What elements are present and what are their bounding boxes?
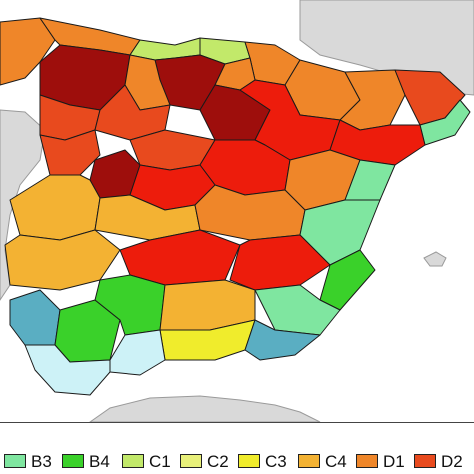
- legend-swatch-d1: [356, 454, 378, 468]
- legend-item-b4: B4: [62, 448, 110, 474]
- legend-item-c1: C1: [122, 448, 171, 474]
- legend-item-c3: C3: [238, 448, 287, 474]
- balearic-island: [423, 251, 447, 267]
- legend-label-c2: C2: [207, 451, 229, 471]
- legend-swatch-c2: [180, 454, 202, 468]
- legend-label-d1: D1: [383, 451, 405, 471]
- legend-swatch-c1: [122, 454, 144, 468]
- legend-label-c4: C4: [325, 451, 347, 471]
- province-albacete: [229, 234, 331, 291]
- legend-swatch-b3: [4, 454, 26, 468]
- province-cadiz: [24, 344, 111, 396]
- legend-swatch-c3: [238, 454, 260, 468]
- province-valladolid: [94, 84, 171, 141]
- province-jaen: [159, 279, 256, 331]
- legend-item-b3: B3: [4, 448, 52, 474]
- legend-item-c2: C2: [180, 448, 229, 474]
- legend-label-b4: B4: [89, 451, 110, 471]
- spain-map: [0, 0, 474, 422]
- province-almeria: [244, 319, 321, 361]
- province-malaga: [109, 329, 166, 376]
- legend-item-d2: D2: [414, 448, 463, 474]
- legend-label-c1: C1: [149, 451, 171, 471]
- morocco-land: [89, 395, 321, 422]
- legend-label-b3: B3: [31, 451, 52, 471]
- legend-swatch-d2: [414, 454, 436, 468]
- province-caceres: [9, 174, 101, 241]
- legend-swatch-b4: [62, 454, 84, 468]
- climate-zone-map: [0, 0, 474, 423]
- legend-label-d2: D2: [441, 451, 463, 471]
- legend-item-d1: D1: [356, 448, 405, 474]
- legend: B3 B4 C1 C2 C3 C4 D1 D2: [0, 448, 474, 474]
- legend-item-c4: C4: [298, 448, 347, 474]
- legend-swatch-c4: [298, 454, 320, 468]
- province-alicante: [319, 249, 376, 311]
- province-huelva: [9, 289, 61, 346]
- legend-label-c3: C3: [265, 451, 287, 471]
